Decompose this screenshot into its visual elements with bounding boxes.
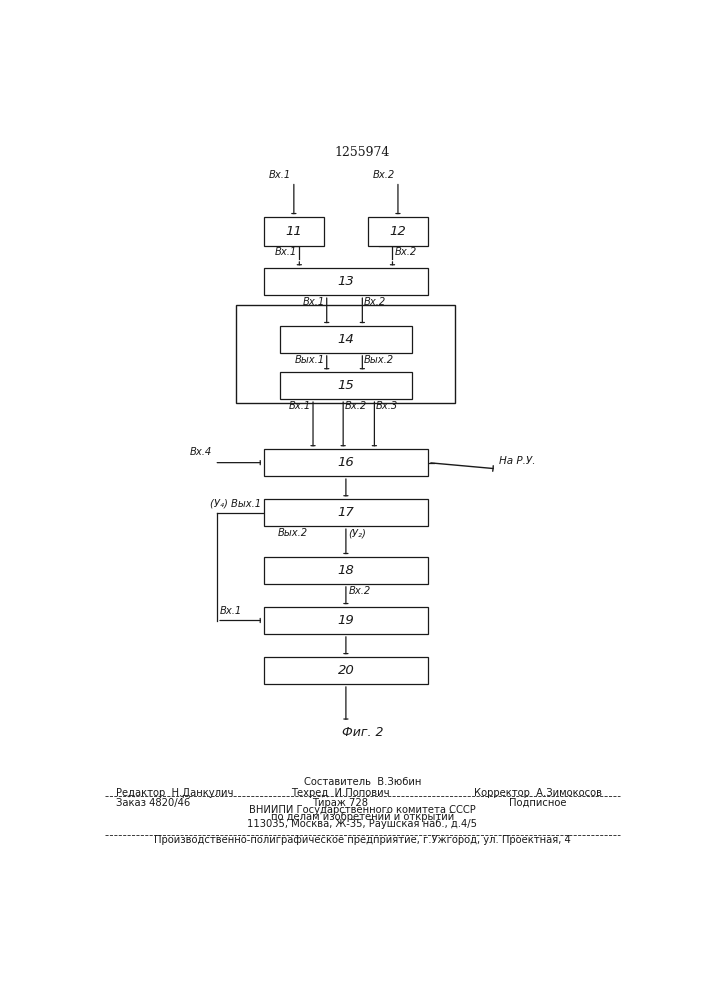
Text: Вх.3: Вх.3: [375, 401, 398, 411]
Text: Вых.2: Вых.2: [277, 528, 308, 538]
Text: Подписное: Подписное: [509, 798, 566, 808]
Text: Фиг. 2: Фиг. 2: [341, 726, 383, 739]
Text: Вх.1: Вх.1: [274, 247, 297, 257]
Text: Вх.1: Вх.1: [220, 606, 242, 616]
Text: Составитель  В.Зюбин: Составитель В.Зюбин: [303, 777, 421, 787]
Text: На Р.У.: На Р.У.: [499, 456, 536, 466]
Text: Техред  И.Попович: Техред И.Попович: [291, 788, 390, 798]
Bar: [264, 268, 428, 295]
Bar: [264, 499, 428, 526]
Text: по делам изобретений и открытий: по делам изобретений и открытий: [271, 812, 454, 822]
Text: Редактор  Н.Данкулич: Редактор Н.Данкулич: [116, 788, 233, 798]
Text: Вх.2: Вх.2: [373, 170, 395, 180]
Text: Заказ 4820/46: Заказ 4820/46: [116, 798, 190, 808]
Text: Корректор  А.Зимокосов: Корректор А.Зимокосов: [474, 788, 602, 798]
Text: 17: 17: [337, 506, 354, 519]
Text: (У₂): (У₂): [349, 528, 366, 538]
Text: Вх.1: Вх.1: [288, 401, 311, 411]
Text: 18: 18: [337, 564, 354, 577]
Text: Вх.2: Вх.2: [364, 297, 386, 307]
Text: Вх.2: Вх.2: [395, 247, 417, 257]
Text: 15: 15: [337, 379, 354, 392]
Bar: [264, 657, 428, 684]
Text: 113035, Москва, Ж-35, Раушская наб., д.4/5: 113035, Москва, Ж-35, Раушская наб., д.4…: [247, 819, 477, 829]
Text: 1255974: 1255974: [334, 146, 390, 159]
Bar: [280, 326, 411, 353]
Text: 11: 11: [286, 225, 302, 238]
Bar: [264, 607, 428, 634]
Text: Вх.1: Вх.1: [269, 170, 291, 180]
Text: 16: 16: [337, 456, 354, 469]
Text: Производственно-полиграфическое предприятие, г.Ужгород, ул. Проектная, 4: Производственно-полиграфическое предприя…: [154, 835, 571, 845]
Text: 14: 14: [337, 333, 354, 346]
Bar: [236, 305, 455, 403]
Text: Вх.4: Вх.4: [189, 447, 211, 457]
Bar: [368, 217, 428, 246]
Text: 19: 19: [337, 614, 354, 627]
Text: Вх.2: Вх.2: [349, 586, 371, 596]
Text: Вх.2: Вх.2: [344, 401, 366, 411]
Text: 20: 20: [337, 664, 354, 677]
Text: Тираж 728: Тираж 728: [312, 798, 368, 808]
Bar: [264, 217, 324, 246]
Text: ВНИИПИ Государственного комитета СССР: ВНИИПИ Государственного комитета СССР: [249, 805, 476, 815]
Text: 12: 12: [390, 225, 407, 238]
Bar: [280, 372, 411, 399]
Text: Вых.2: Вых.2: [364, 355, 394, 365]
Bar: [264, 557, 428, 584]
Text: (У₄) Вых.1: (У₄) Вых.1: [210, 499, 261, 509]
Text: 13: 13: [337, 275, 354, 288]
Text: Вх.1: Вх.1: [303, 297, 325, 307]
Text: Вых.1: Вых.1: [294, 355, 325, 365]
Bar: [264, 449, 428, 476]
